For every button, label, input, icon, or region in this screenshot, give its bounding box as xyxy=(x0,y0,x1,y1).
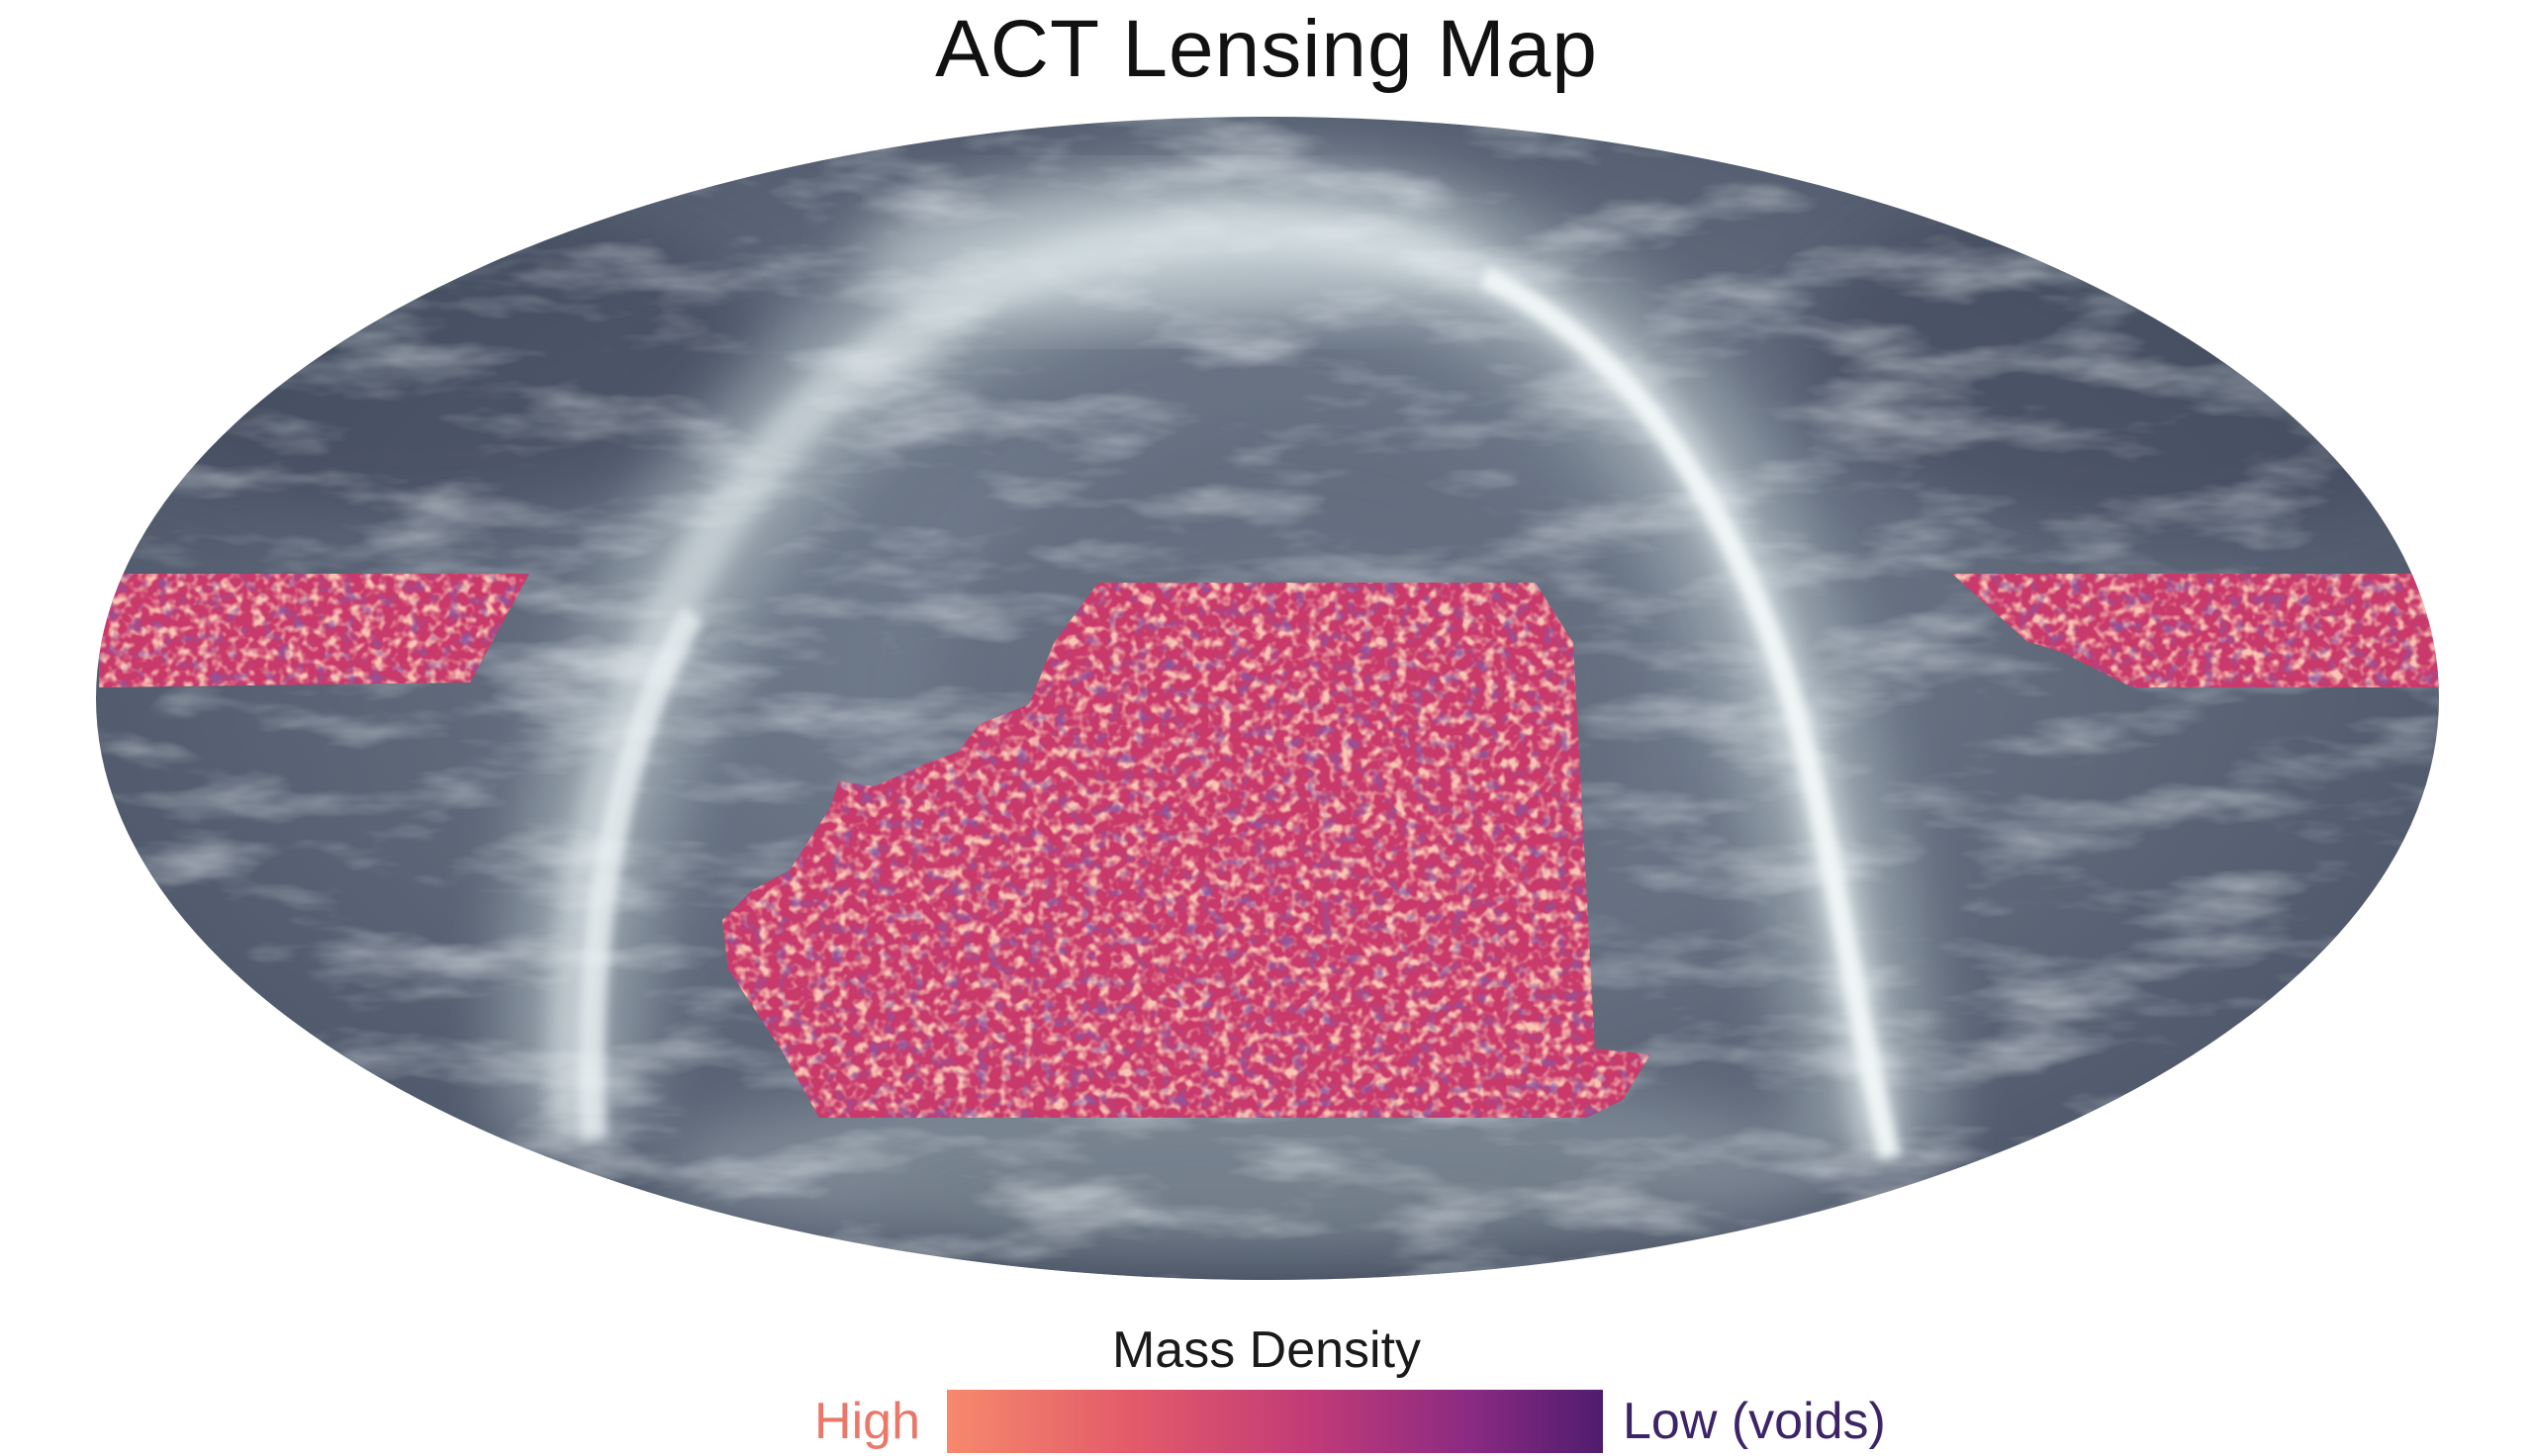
sky-map xyxy=(96,117,2439,1280)
sky-map-svg xyxy=(96,117,2439,1280)
legend-low-label: Low (voids) xyxy=(1623,1393,1886,1450)
mass-density-colorbar xyxy=(947,1390,1603,1453)
map-title: ACT Lensing Map xyxy=(935,4,1598,94)
legend-title: Mass Density xyxy=(1111,1321,1422,1379)
legend-high-label: High xyxy=(814,1393,920,1450)
